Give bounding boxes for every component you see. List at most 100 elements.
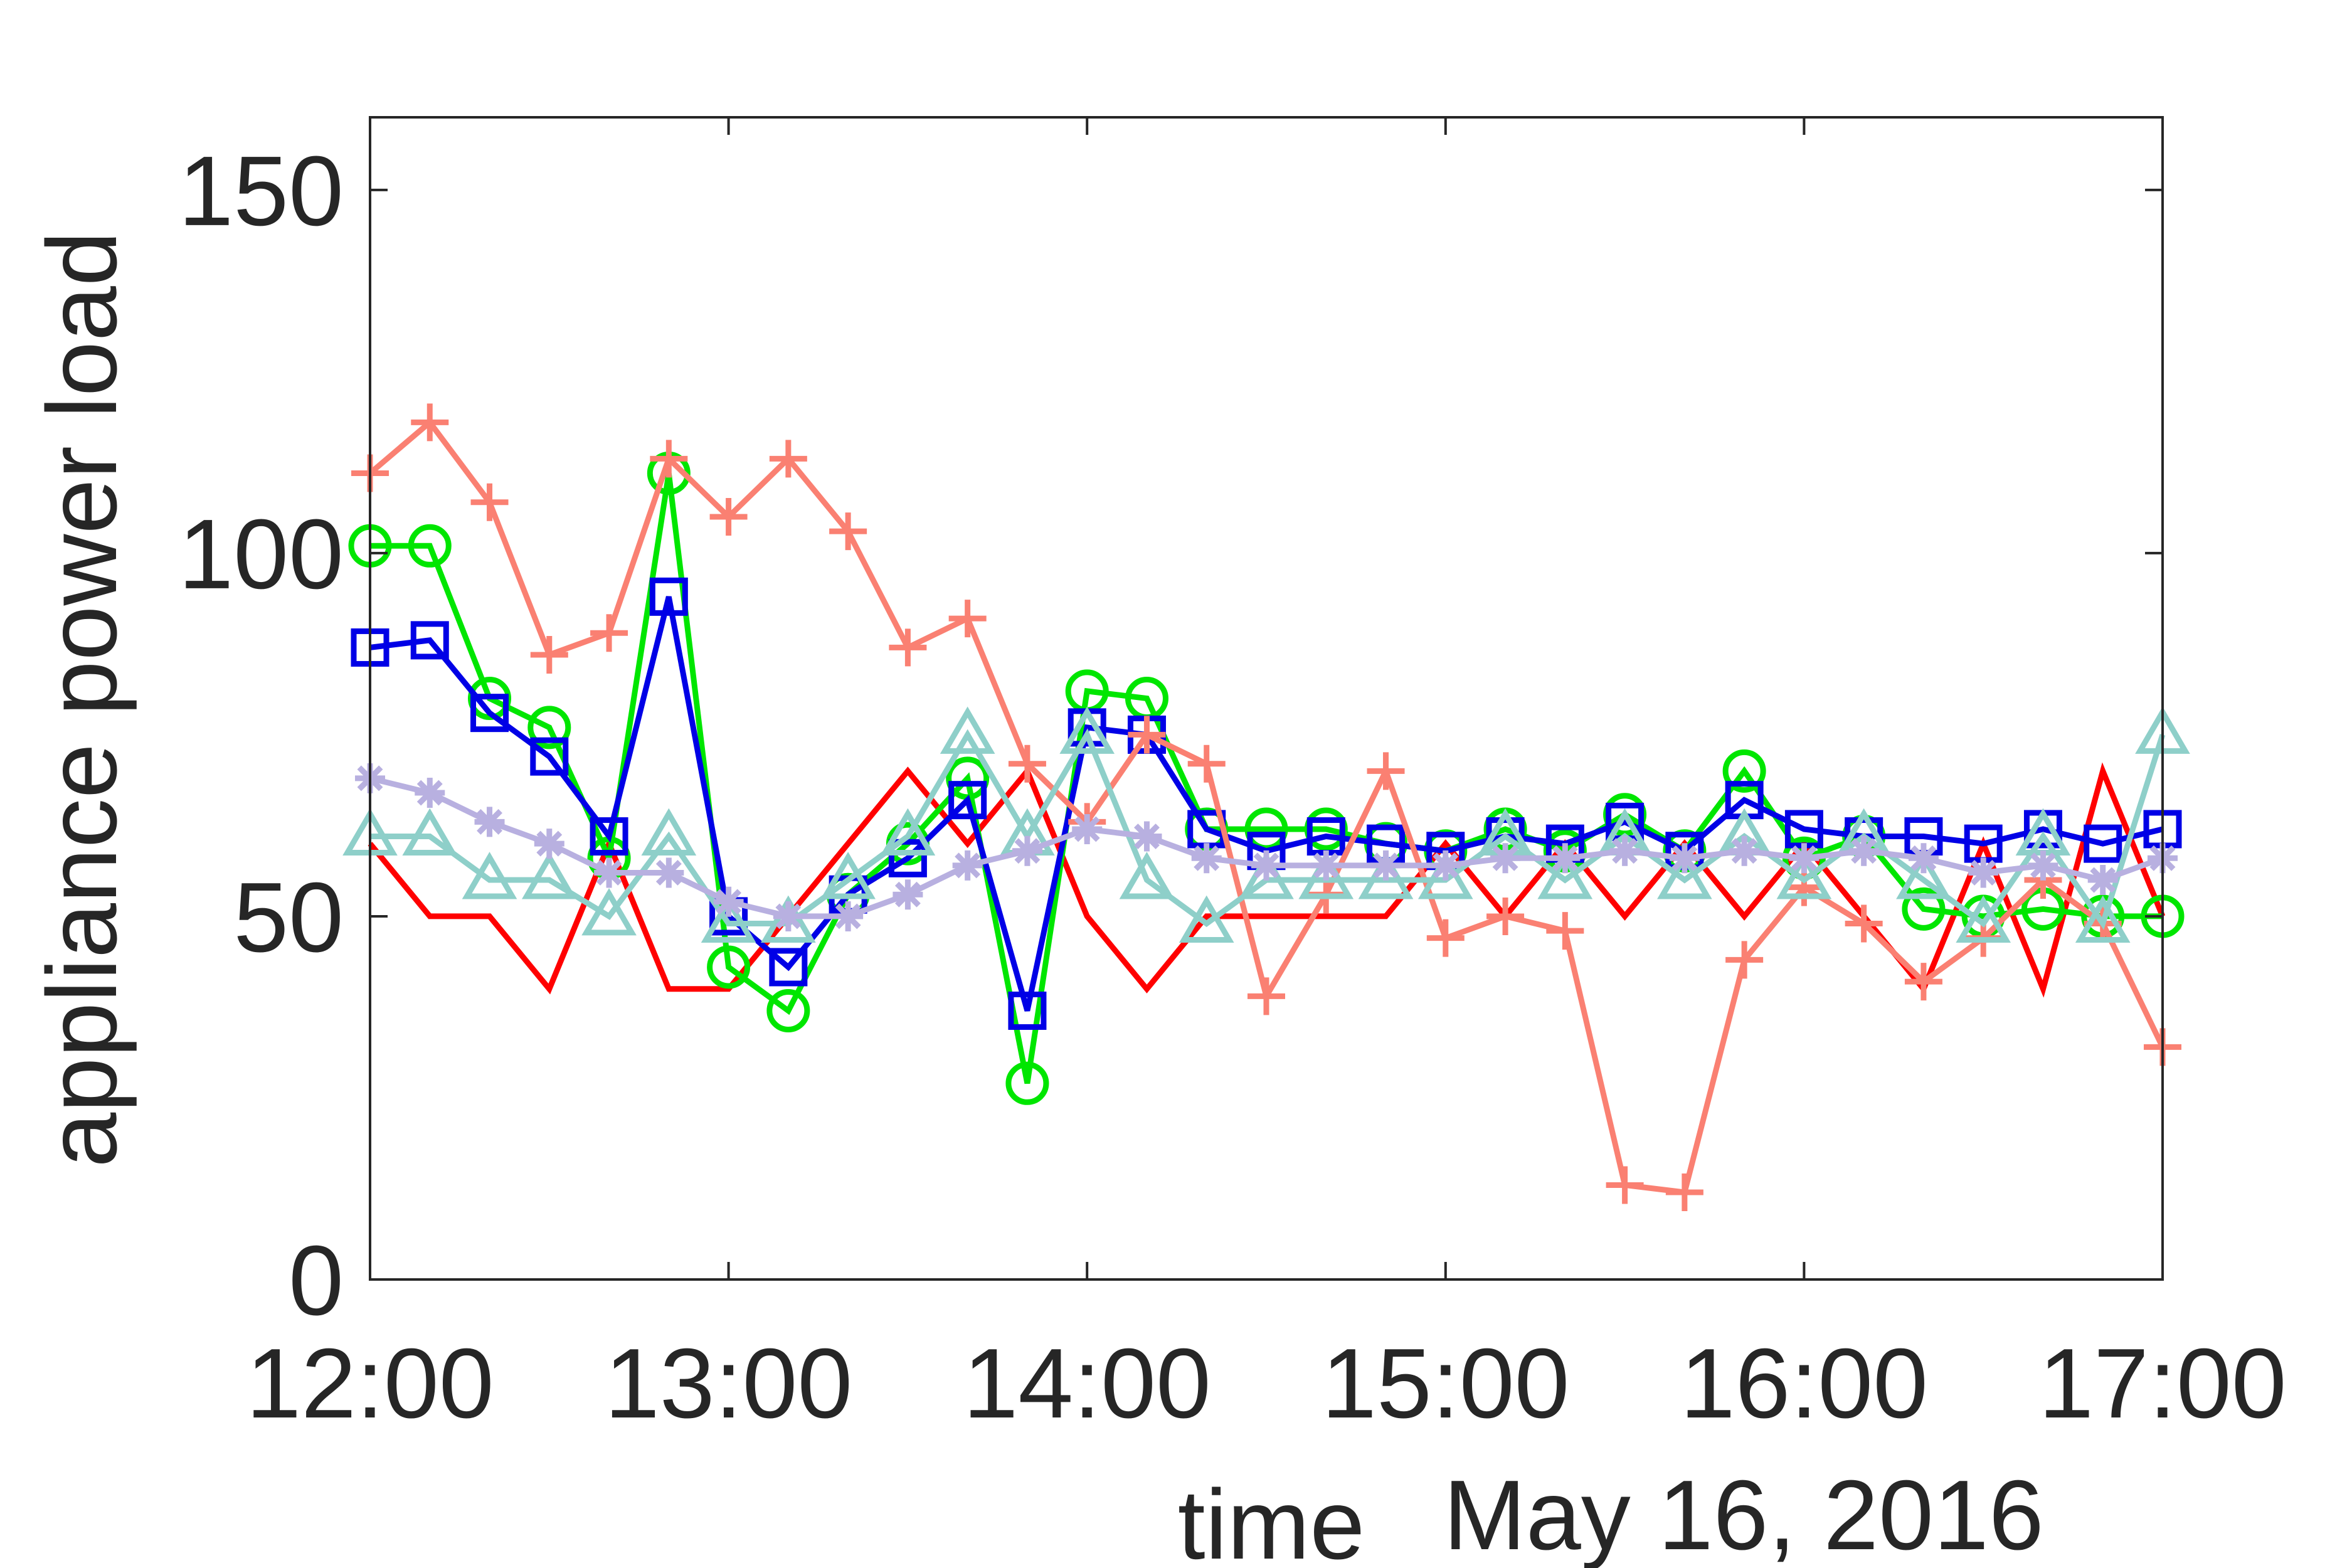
data-point-star <box>773 901 803 931</box>
data-point-star <box>833 901 864 931</box>
x-tick-label: 15:00 <box>1322 1328 1569 1439</box>
date-label: May 16, 2016 <box>1443 1460 2043 1568</box>
data-point-triangle <box>402 808 458 856</box>
data-point-triangle <box>880 808 936 856</box>
x-tick-label: 14:00 <box>963 1328 1211 1439</box>
x-tick-label: 13:00 <box>605 1328 852 1439</box>
data-point-triangle <box>462 852 517 899</box>
data-point-star <box>1669 843 1700 874</box>
tick-layer: 0 50 100 150 12:00 13:00 14:00 15:00 16:00 17:00 <box>178 117 2287 1439</box>
y-tick-label: 150 <box>178 136 344 246</box>
data-point-star <box>1968 857 1999 888</box>
data-point-plus <box>1904 963 1942 1001</box>
data-point-star <box>1789 843 1820 874</box>
data-point-star <box>1430 850 1461 881</box>
data-point-circle <box>1005 1061 1049 1105</box>
data-point-triangle <box>1776 852 1832 899</box>
data-point-triangle <box>581 887 637 936</box>
data-point-star <box>1012 835 1042 866</box>
data-point-triangle <box>1896 852 1951 899</box>
data-point-triangle <box>1358 852 1414 899</box>
data-point-triangle <box>1537 852 1593 899</box>
data-point-star <box>1072 813 1103 844</box>
data-point-triangle <box>641 808 697 856</box>
data-point-plus <box>650 440 688 478</box>
data-point-star <box>1490 843 1521 874</box>
data-point-square <box>2084 824 2122 863</box>
x-axis-title: time <box>1178 1470 1365 1568</box>
data-point-triangle <box>1417 852 1473 899</box>
data-point-star <box>1848 835 1879 866</box>
data-point-plus <box>470 483 509 521</box>
data-point-star <box>1370 850 1401 881</box>
data-point-star <box>1729 835 1760 866</box>
data-point-triangle <box>2075 895 2131 943</box>
data-point-triangle <box>1119 852 1175 899</box>
data-point-triangle <box>1657 852 1712 899</box>
data-point-square <box>888 839 927 877</box>
data-point-square <box>769 948 808 987</box>
data-point-plus <box>709 497 748 536</box>
data-point-plus <box>1725 941 1764 979</box>
data-point-plus <box>1486 897 1525 935</box>
data-point-triangle <box>1059 706 1115 754</box>
data-point-plus <box>948 600 987 638</box>
data-point-plus <box>1845 904 1883 943</box>
y-tick-label: 0 <box>289 1226 344 1336</box>
data-point-plus <box>1128 716 1166 754</box>
y-axis-title: appliance power load <box>27 231 137 1167</box>
data-point-star <box>534 829 564 859</box>
y-tick-label: 100 <box>178 499 344 610</box>
data-point-square <box>948 781 987 820</box>
data-point-triangle <box>1179 895 1234 943</box>
data-point-triangle <box>701 895 756 943</box>
data-point-plus <box>769 440 807 478</box>
x-tick-label: 12:00 <box>246 1328 494 1439</box>
data-point-star <box>415 778 445 808</box>
series-6 <box>355 763 2178 931</box>
data-point-plus <box>1367 752 1405 790</box>
data-point-circle <box>1902 887 1946 931</box>
data-point-star <box>1191 843 1222 874</box>
data-point-plus <box>1248 977 1285 1015</box>
data-point-star <box>2028 850 2058 881</box>
data-point-star <box>952 850 983 881</box>
data-point-triangle <box>761 895 816 943</box>
data-point-star <box>1251 850 1281 881</box>
data-point-circle <box>1722 749 1766 793</box>
x-tick-label: 17:00 <box>2038 1328 2286 1439</box>
data-point-plus <box>1606 1166 1644 1204</box>
data-point-circle <box>527 706 571 750</box>
data-point-star <box>713 886 744 917</box>
data-point-plus <box>1665 1173 1703 1212</box>
data-point-triangle <box>1956 895 2011 943</box>
data-point-star <box>1609 835 1640 866</box>
data-point-circle <box>766 988 810 1032</box>
data-point-square <box>470 694 509 733</box>
data-point-plus <box>1187 744 1226 783</box>
data-point-star <box>654 857 684 888</box>
data-point-square <box>590 817 628 856</box>
data-point-square <box>1008 991 1047 1030</box>
data-point-square <box>410 621 449 660</box>
data-point-plus <box>411 403 449 442</box>
data-point-plus <box>1426 919 1465 957</box>
data-point-plus <box>590 614 628 652</box>
data-point-plus <box>1008 744 1046 783</box>
data-point-star <box>2087 865 2118 896</box>
data-point-triangle <box>820 852 876 899</box>
data-point-triangle <box>521 852 577 899</box>
data-point-plus <box>1546 912 1584 950</box>
data-point-star <box>1131 821 1162 852</box>
x-tick-label: 16:00 <box>1680 1328 1928 1439</box>
data-point-triangle <box>1298 852 1354 899</box>
data-point-star <box>1908 843 1939 874</box>
data-point-star <box>893 879 923 910</box>
data-point-circle <box>707 945 751 989</box>
data-point-star <box>1311 850 1342 881</box>
data-point-star <box>1550 843 1581 874</box>
plot-frame <box>369 116 2164 1281</box>
data-point-circle <box>408 524 452 568</box>
data-point-square <box>530 737 569 776</box>
